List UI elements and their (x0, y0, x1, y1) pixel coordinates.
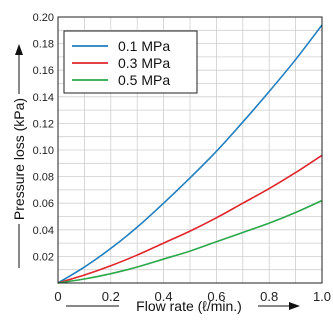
legend-box (63, 30, 198, 94)
y-tick-label: 0.16 (33, 65, 54, 77)
y-tick-label: 0.04 (33, 225, 54, 237)
legend-label: 0.3 MPa (118, 55, 170, 71)
x-tick-labels: 0 0.2 0.4 0.6 0.8 1.0 (54, 289, 331, 304)
y-tick-label: 0.08 (33, 172, 54, 184)
x-axis-title: Flow rate (ℓ/min.) (136, 298, 242, 314)
y-tick-labels: 0.02 0.04 0.06 0.08 0.10 0.12 0.14 0.16 0.18 0.20 (33, 12, 54, 263)
series-lines (57, 24, 323, 284)
x-tick-label: 0 (54, 289, 61, 304)
y-axis-title: Pressure loss (kPa) (11, 98, 27, 220)
series-line-1 (57, 24, 323, 284)
y-axis-arrow-head (15, 44, 23, 55)
y-tick-label: 0.18 (33, 39, 54, 51)
x-tick-label: 1.0 (313, 289, 331, 304)
series-line-2 (57, 154, 323, 284)
legend-label: 0.5 MPa (118, 72, 170, 88)
x-axis-arrow-head (289, 302, 300, 310)
y-tick-label: 0.06 (33, 198, 54, 210)
x-tick-label: 0.6 (207, 289, 225, 304)
y-tick-label: 0.14 (33, 92, 54, 104)
x-tick-label: 0.4 (155, 289, 173, 304)
plot-frame (57, 16, 323, 284)
y-tick-label: 0.02 (33, 251, 54, 263)
legend-label: 0.1 MPa (118, 38, 170, 54)
y-tick-label: 0.20 (33, 12, 54, 24)
x-tick-label: 0.8 (260, 289, 278, 304)
y-tick-label: 0.12 (33, 118, 54, 130)
y-axis-title-group: Pressure loss (kPa) (11, 44, 27, 268)
x-axis-title-group: Flow rate (ℓ/min.) (66, 298, 300, 314)
y-tick-label: 0.10 (33, 145, 54, 157)
series-line-3 (57, 199, 323, 284)
x-tick-label: 0.2 (102, 289, 120, 304)
